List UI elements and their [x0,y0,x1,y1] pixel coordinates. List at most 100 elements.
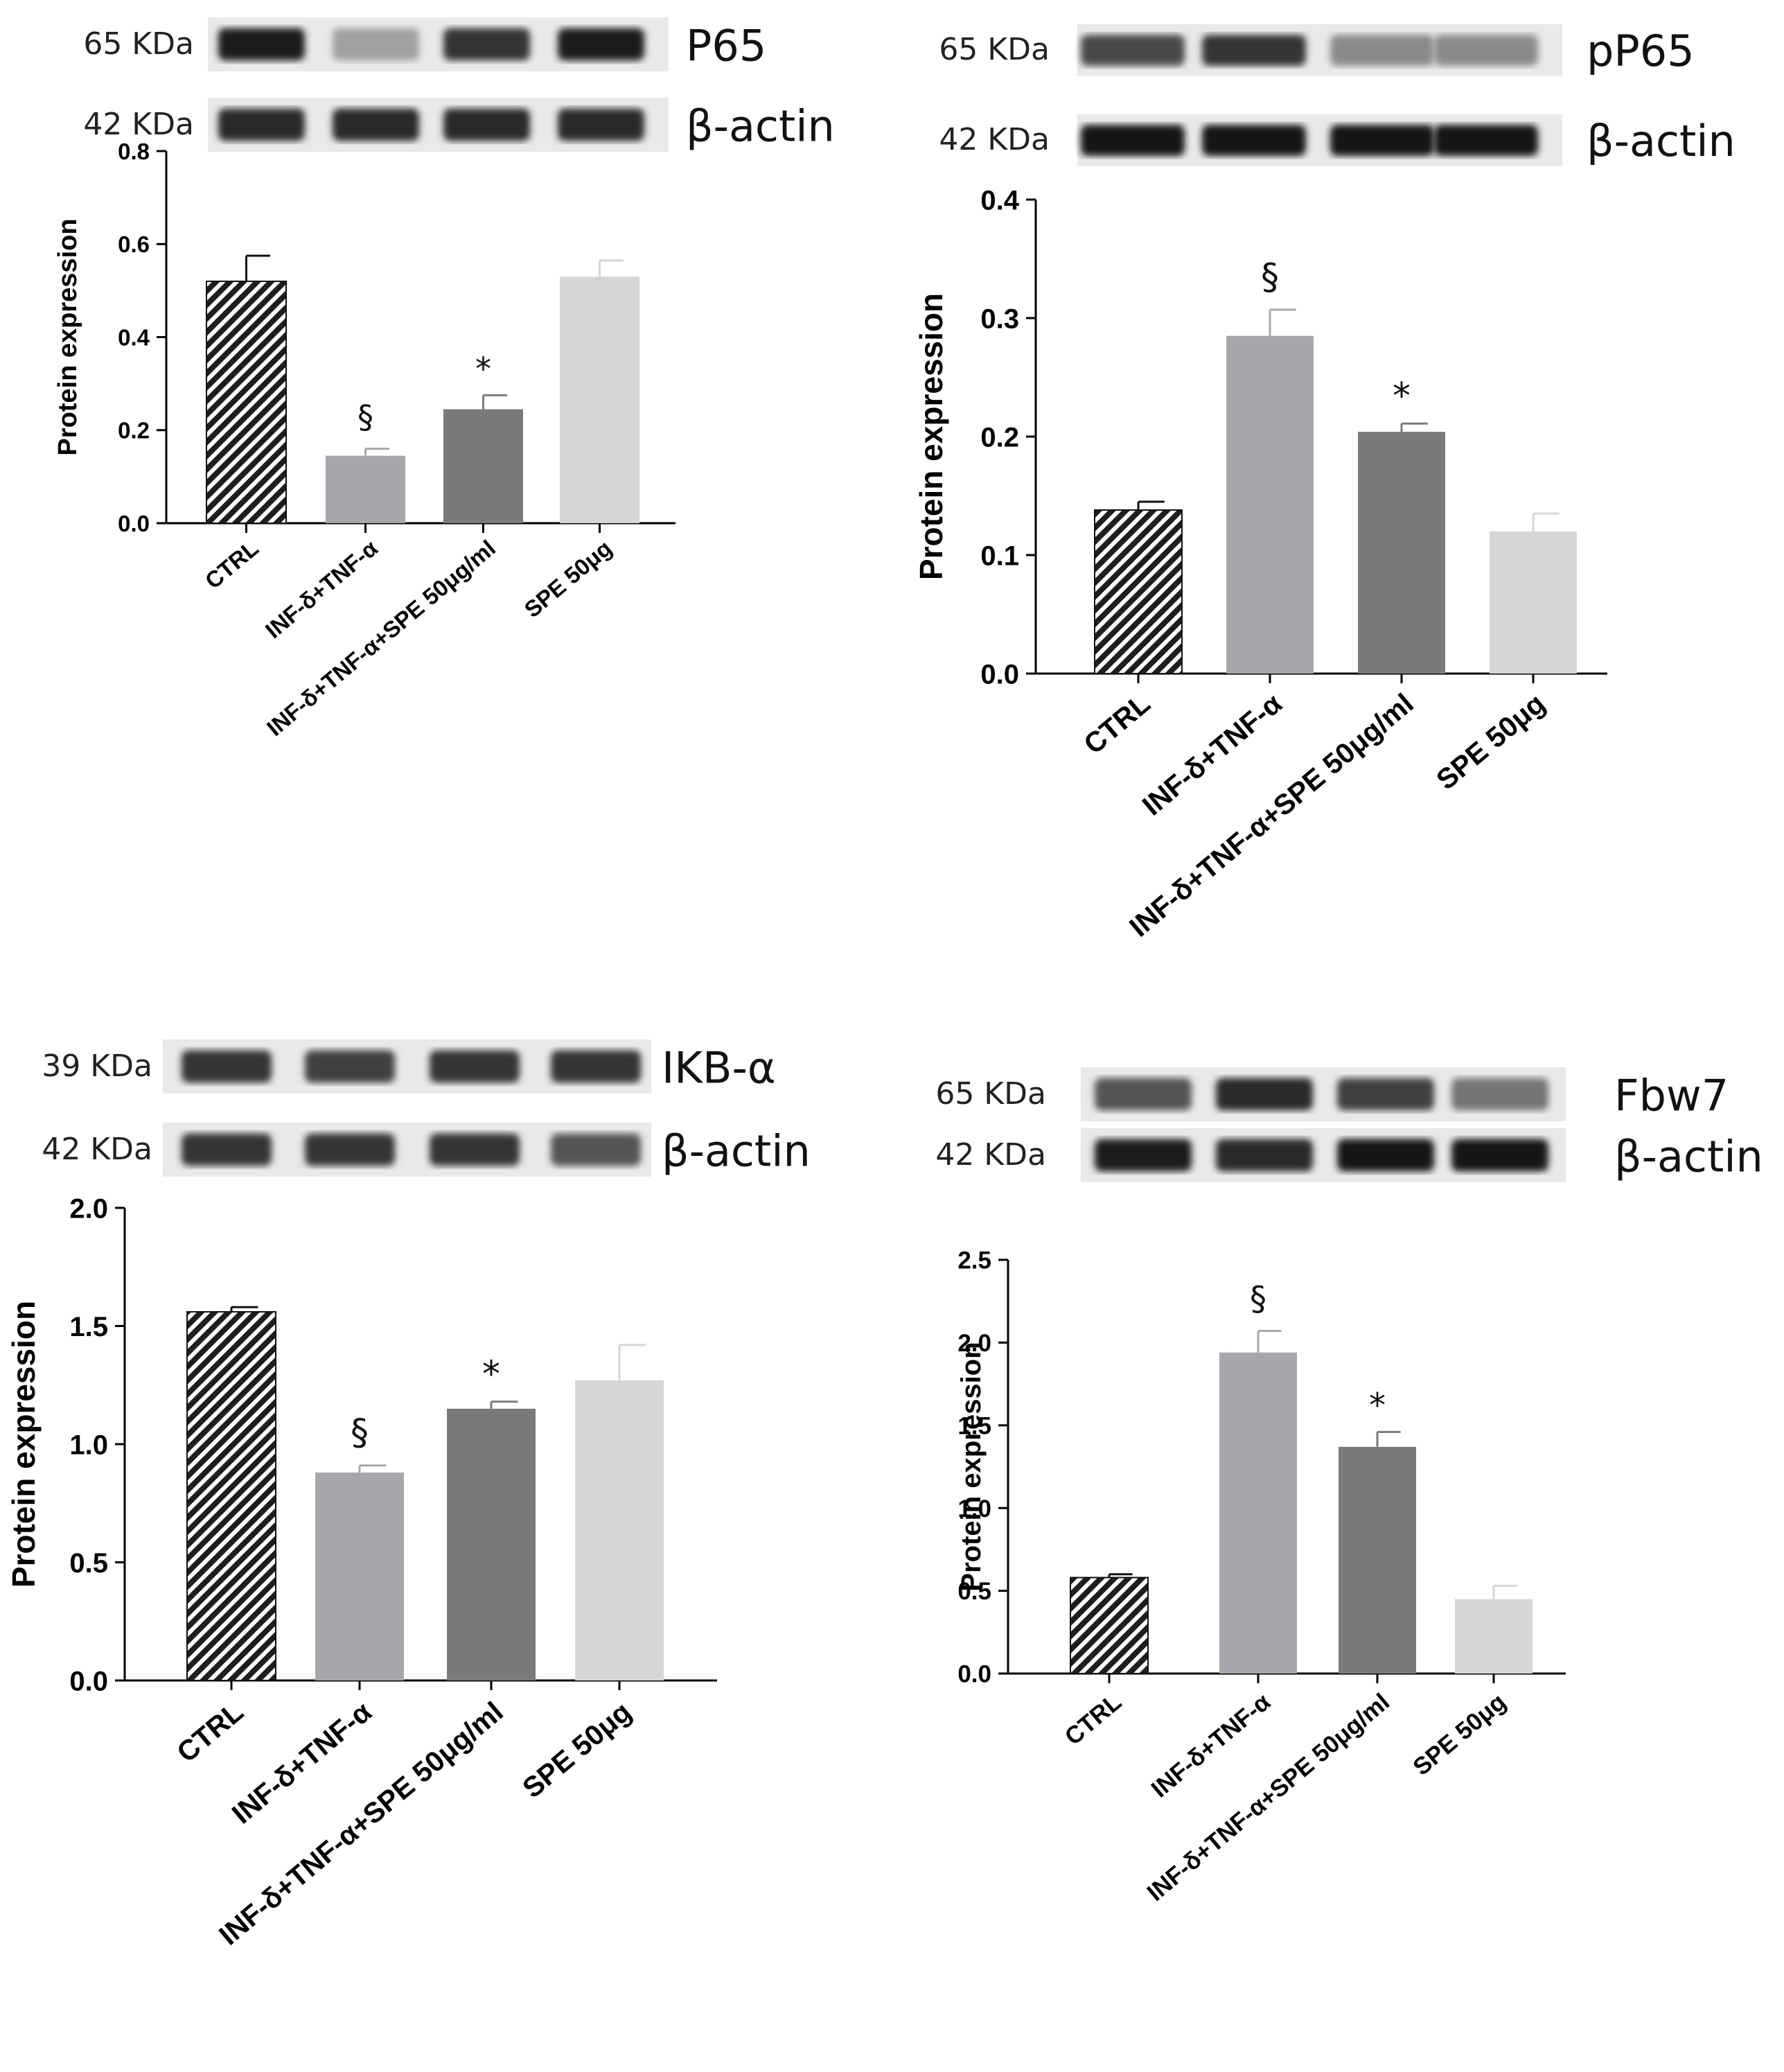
y-tick-label: 2.0 [69,1193,108,1224]
bar [206,280,287,524]
chart-panel-top-right: 65 KDa pP65 42 KDa β-actin 0.0 0.1 0.2 0.3 0.4 Pr… [913,24,1736,943]
y-tick-label: 2.5 [957,1247,991,1274]
blot-band [333,108,419,141]
y-axis-title: Protein expression [913,293,949,580]
bar [560,276,639,523]
blot-band [305,1133,395,1166]
x-category-label: INF-δ+TNF-α+SPE 50μg/ml [262,535,500,741]
blot-protein-label: IKB-α [662,1042,776,1093]
x-category-label: INF-δ+TNF-α [1147,1688,1276,1803]
x-category-label: CTRL [200,535,263,594]
blot-protein-label: Fbw7 [1614,1070,1729,1121]
y-tick-label: 1.0 [69,1430,108,1460]
chart-panel-top-left: 65 KDa P65 42 KDa β-actin 0.0 0.2 0.4 0.6 0.8 Pro… [53,17,835,741]
y-tick-label: 0.6 [118,231,150,257]
blot-band [551,1050,641,1083]
significance-marker: § [1250,1280,1266,1319]
blot-protein-label: β-actin [1614,1131,1763,1182]
bar [1358,432,1445,674]
y-tick-label: 0.3 [980,304,1019,334]
x-category-label: SPE 50μg [516,1696,637,1805]
blot-band [551,1133,641,1166]
bars: §* [206,254,639,524]
y-tick-label: 0.0 [957,1661,991,1688]
bar [575,1380,664,1680]
y-tick-label: 0.1 [980,541,1019,571]
y-tick-label: 2.0 [957,1330,991,1357]
bar [315,1472,404,1680]
bar [326,455,405,523]
significance-marker: * [1393,376,1411,417]
blot-band [430,1133,520,1166]
blot-band [1330,35,1434,66]
blot-band [1095,1078,1192,1111]
x-category-label: SPE 50μg [1430,687,1551,796]
blot-protein-label: β-actin [686,100,835,151]
blot-band [1216,1139,1313,1172]
significance-marker: § [357,398,373,436]
blot-band [1451,1078,1548,1111]
blot-kda-label: 42 KDa [83,107,194,142]
blot-band [1216,1078,1313,1111]
western-blot: 39 KDa IKB-α 42 KDa β-actin [42,1039,811,1177]
y-tick-label: 0.2 [118,418,150,444]
blot-band [1330,125,1434,156]
blot-band [443,28,530,61]
blot-kda-label: 42 KDa [935,1137,1046,1173]
significance-marker: § [351,1412,369,1454]
y-tick-label: 0.4 [980,185,1019,216]
significance-marker: * [482,1354,500,1396]
bar [1339,1446,1416,1674]
bars: §* [1070,1280,1533,1675]
bar [1070,1577,1149,1675]
blot-band [430,1050,520,1083]
x-category-label: SPE 50μg [520,535,617,622]
blot-band [1451,1139,1548,1172]
blot-protein-label: β-actin [1587,116,1736,166]
x-category-label: CTRL [1060,1688,1127,1750]
y-tick-label: 0.5 [957,1578,991,1605]
y-tick-label: 1.5 [69,1312,108,1342]
significance-marker: § [1261,256,1279,298]
blot-protein-label: pP65 [1587,26,1695,76]
blot-band [182,1133,272,1166]
western-blot: 65 KDa P65 42 KDa β-actin [83,17,835,152]
blot-band [218,108,305,141]
blot-band [443,108,530,141]
bar [1490,531,1577,674]
blot-kda-label: 65 KDa [939,32,1050,67]
bar [1455,1599,1533,1674]
x-category-label: CTRL [1077,687,1156,761]
blot-band [1337,1078,1434,1111]
western-blot: 65 KDa Fbw7 42 KDa β-actin [935,1067,1763,1182]
y-tick-label: 1.0 [957,1495,991,1522]
significance-marker: * [1369,1386,1386,1425]
bar [186,1311,276,1682]
blot-band [218,28,305,61]
blot-band [1202,35,1306,66]
bars: §* [1094,256,1577,675]
blot-band [1337,1139,1434,1172]
y-tick-label: 0.0 [980,659,1019,690]
blot-band [305,1050,395,1083]
blot-band [1081,35,1185,66]
blot-protein-label: P65 [686,20,766,71]
blot-band [1202,125,1306,156]
blot-band [1434,125,1538,156]
blot-band [1095,1139,1192,1172]
blot-kda-label: 65 KDa [83,26,194,62]
x-category-label: INF-δ+TNF-α+SPE 50μg/ml [1123,687,1419,943]
y-axis-title: Protein expression [53,218,82,455]
y-tick-label: 0.4 [118,324,150,350]
blot-band [1081,125,1185,156]
chart-panel-bottom-right: 65 KDa Fbw7 42 KDa β-actin 0.0 0.5 1.0 1.5 2.0 2.… [935,1067,1763,1906]
y-axis-title: Protein expression [956,1342,987,1591]
bar [447,1408,536,1680]
x-category-label: INF-δ+TNF-α+SPE 50μg/ml [213,1696,509,1951]
bar [1094,509,1183,675]
bar [443,409,523,523]
blot-band [558,108,644,141]
x-category-label: INF-δ+TNF-α+SPE 50μg/ml [1142,1688,1395,1906]
x-category-label: SPE 50μg [1408,1688,1511,1781]
